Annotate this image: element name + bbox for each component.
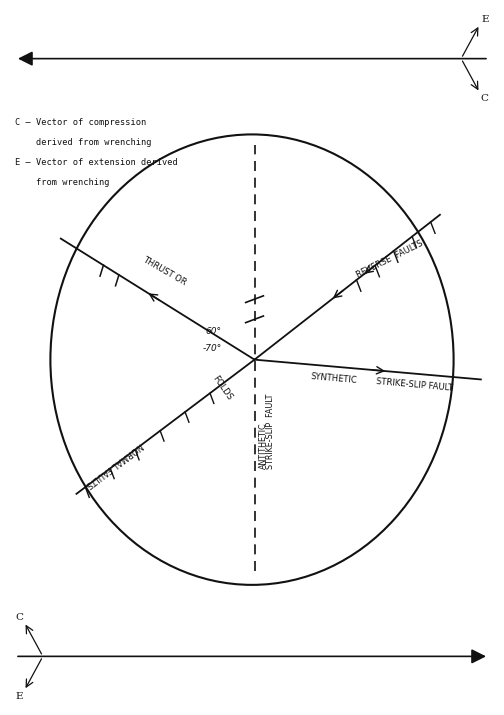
Text: C: C (481, 94, 489, 103)
Text: from wrenching: from wrenching (15, 178, 110, 187)
Text: ANTITHETIC: ANTITHETIC (259, 422, 268, 469)
Text: C – Vector of compression: C – Vector of compression (15, 118, 146, 127)
Text: STRIKE-SLIP FAULT: STRIKE-SLIP FAULT (375, 378, 453, 393)
Text: E: E (481, 15, 488, 24)
Text: 60°: 60° (206, 327, 222, 335)
Text: NORMAL FAULTS: NORMAL FAULTS (84, 440, 144, 489)
Text: derived from wrenching: derived from wrenching (15, 138, 152, 147)
Text: E: E (16, 692, 23, 701)
Text: THRUST OR: THRUST OR (142, 255, 188, 287)
Text: REVERSE  FAULTS: REVERSE FAULTS (355, 239, 424, 280)
Text: C: C (15, 613, 23, 621)
Text: FOLDS: FOLDS (210, 374, 233, 403)
Text: STRIKE-SLIP  FAULT: STRIKE-SLIP FAULT (266, 393, 275, 469)
Text: -70°: -70° (203, 345, 222, 353)
Text: SYNTHETIC: SYNTHETIC (310, 373, 357, 385)
Text: E – Vector of extension derived: E – Vector of extension derived (15, 158, 178, 167)
